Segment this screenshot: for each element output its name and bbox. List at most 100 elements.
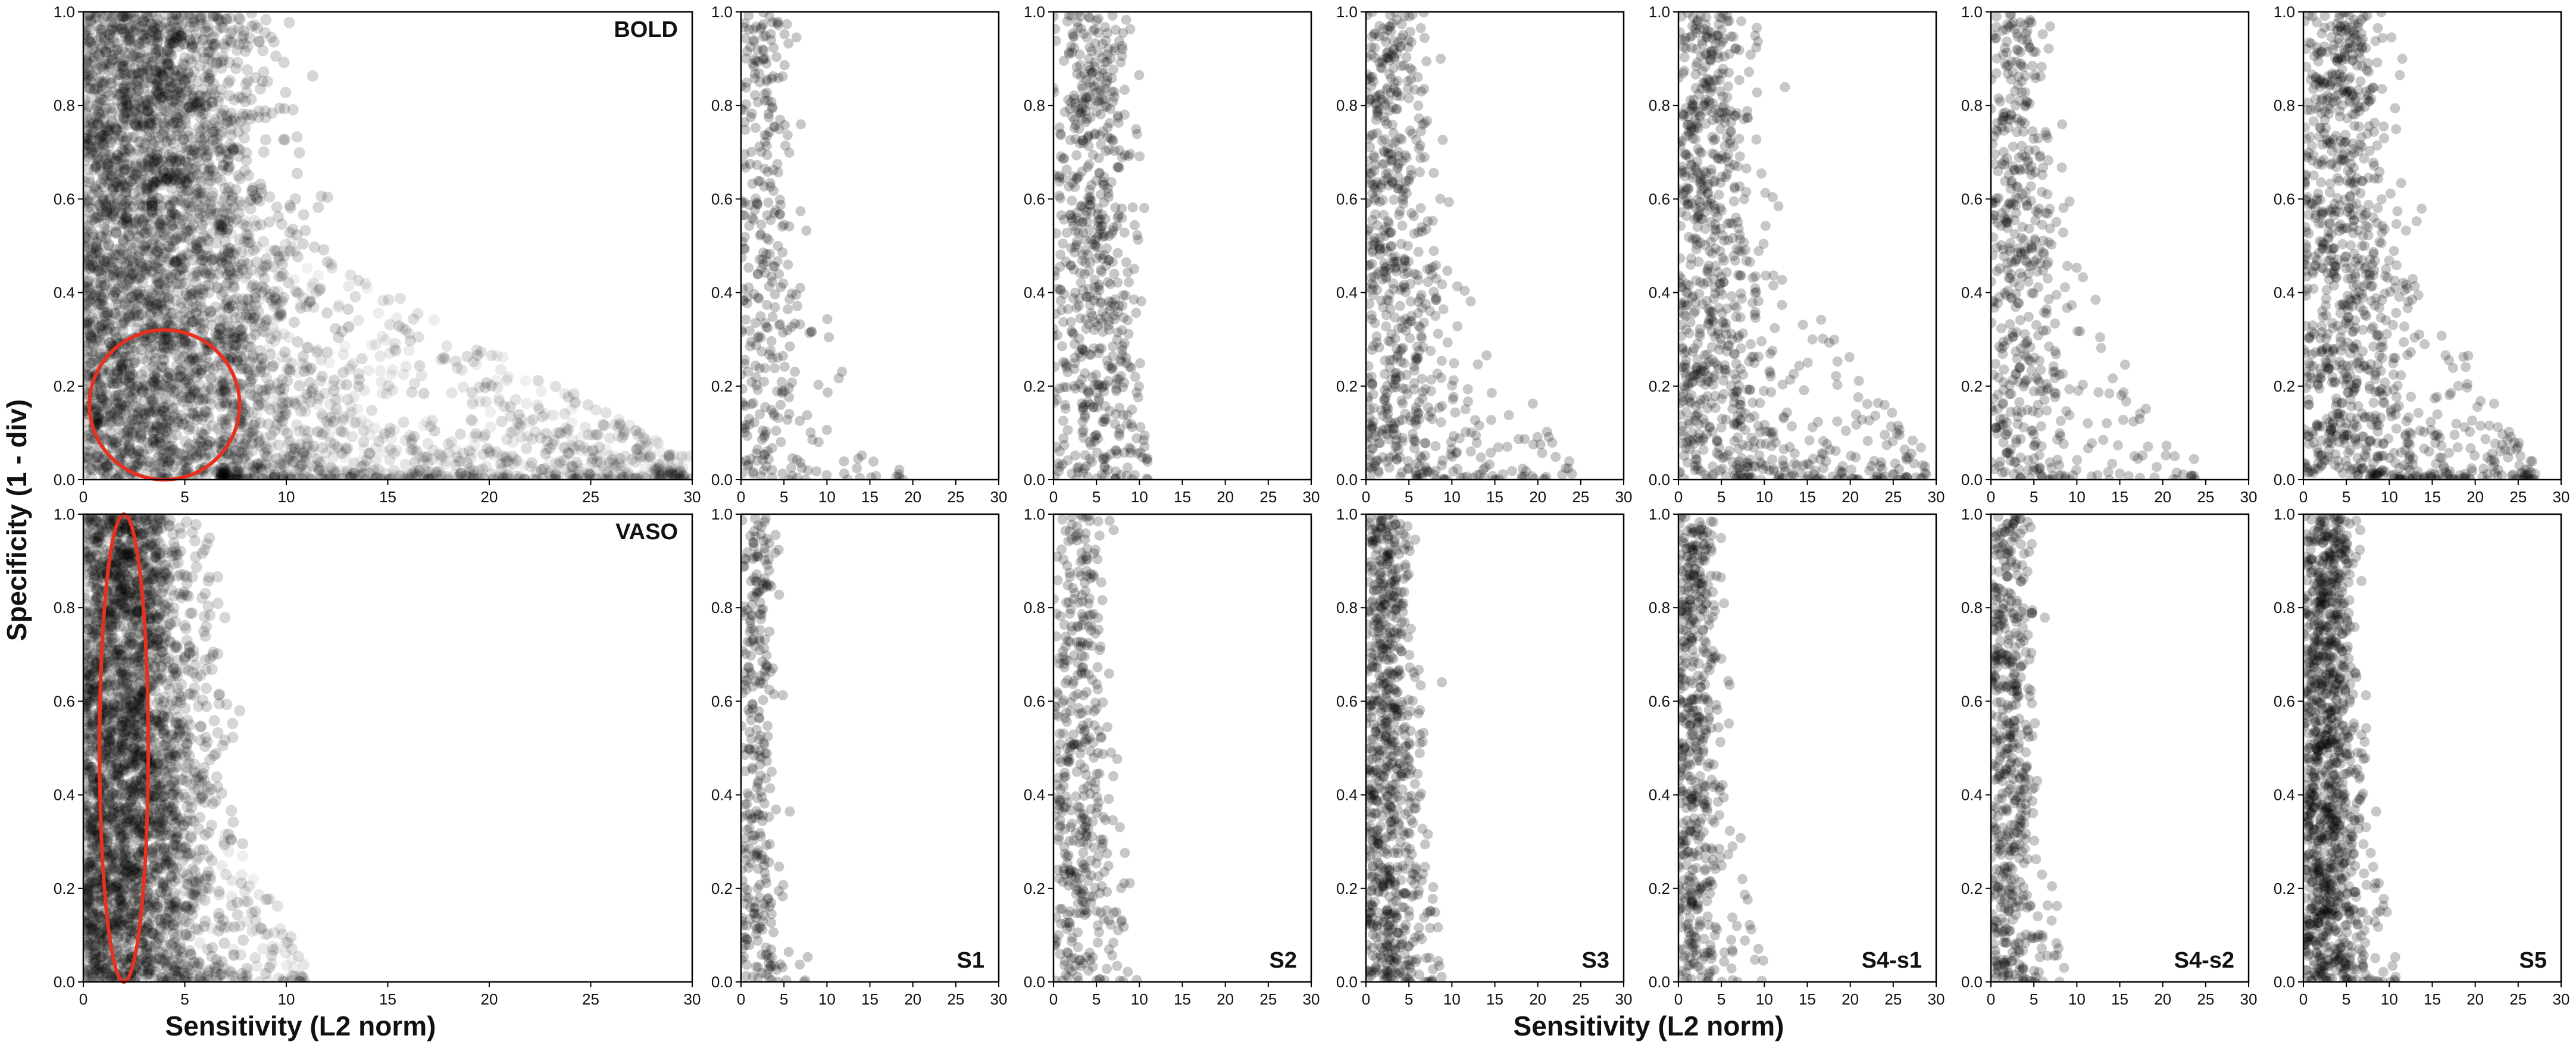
data-point xyxy=(218,467,230,479)
data-point xyxy=(741,209,748,220)
data-point xyxy=(201,268,212,280)
data-point xyxy=(312,201,324,213)
data-point xyxy=(226,114,237,126)
data-point xyxy=(422,458,434,470)
data-point xyxy=(198,393,209,405)
data-point xyxy=(240,155,252,166)
data-point xyxy=(756,219,767,230)
data-point xyxy=(230,445,241,456)
data-point xyxy=(323,356,335,368)
data-point xyxy=(301,342,313,353)
data-point xyxy=(352,403,364,415)
data-point xyxy=(189,91,201,103)
data-point xyxy=(92,62,104,74)
data-point xyxy=(119,257,131,269)
data-point xyxy=(115,359,127,371)
data-point xyxy=(605,471,617,480)
data-point xyxy=(200,361,212,373)
data-point xyxy=(416,474,428,480)
data-point xyxy=(554,455,566,467)
data-point xyxy=(496,457,508,469)
x-tick-label: 15 xyxy=(861,488,879,506)
data-point xyxy=(89,217,101,229)
data-point xyxy=(83,306,91,318)
data-point xyxy=(117,55,129,67)
data-point xyxy=(87,315,99,327)
data-point xyxy=(776,399,786,410)
data-point xyxy=(1053,361,1060,372)
data-point xyxy=(242,268,254,280)
data-point xyxy=(199,71,211,83)
data-point xyxy=(242,367,254,378)
data-point xyxy=(186,349,198,361)
data-point xyxy=(218,473,230,480)
data-point xyxy=(293,147,305,159)
data-point xyxy=(83,146,89,158)
data-point xyxy=(435,353,447,365)
data-point xyxy=(195,295,207,307)
data-point xyxy=(240,467,252,478)
data-point xyxy=(186,354,198,366)
data-point xyxy=(792,472,803,480)
data-point xyxy=(182,320,194,332)
data-point xyxy=(180,386,192,398)
y-tick-label: 1.0 xyxy=(54,3,75,21)
data-point xyxy=(233,151,245,162)
data-point xyxy=(169,14,181,26)
data-point xyxy=(743,262,754,273)
data-point xyxy=(330,403,342,415)
data-point xyxy=(894,464,905,475)
data-point xyxy=(137,421,149,433)
data-point xyxy=(176,18,188,30)
data-point xyxy=(515,431,527,443)
data-point xyxy=(227,461,239,473)
data-point xyxy=(276,295,288,307)
data-point xyxy=(124,419,136,431)
data-point xyxy=(219,300,231,312)
data-point xyxy=(164,155,176,167)
data-point xyxy=(278,328,290,340)
data-point xyxy=(521,398,533,409)
data-point xyxy=(455,468,467,480)
data-point xyxy=(281,353,293,365)
data-point xyxy=(109,286,121,298)
data-point xyxy=(532,399,543,411)
data-point xyxy=(220,386,232,398)
data-point xyxy=(134,207,146,218)
data-point xyxy=(207,165,219,177)
data-point xyxy=(263,383,275,395)
data-point xyxy=(107,467,118,478)
data-point xyxy=(760,30,771,41)
data-point xyxy=(562,424,574,436)
data-point xyxy=(480,396,492,408)
data-point xyxy=(179,59,190,71)
data-point xyxy=(291,419,303,431)
data-point xyxy=(141,355,153,367)
data-point xyxy=(97,192,109,204)
data-point xyxy=(451,451,463,463)
data-point xyxy=(767,473,777,480)
data-point xyxy=(313,463,325,475)
data-point xyxy=(234,461,246,473)
data-point xyxy=(1139,203,1150,213)
data-point xyxy=(186,295,198,307)
data-point xyxy=(340,379,352,391)
data-point xyxy=(202,40,214,52)
data-point xyxy=(102,326,114,337)
data-point xyxy=(1141,473,1152,480)
data-point xyxy=(177,351,189,363)
data-point xyxy=(136,460,148,472)
data-point xyxy=(218,386,230,398)
data-point xyxy=(255,183,267,195)
data-point xyxy=(217,417,229,428)
data-point xyxy=(668,470,680,480)
data-point xyxy=(175,111,187,123)
data-point xyxy=(171,377,183,389)
data-point xyxy=(190,439,202,450)
data-point xyxy=(178,210,189,222)
data-point xyxy=(222,77,234,89)
data-point xyxy=(326,262,338,274)
y-tick-label: 0.8 xyxy=(54,96,75,114)
y-tick-label: 0.6 xyxy=(711,190,733,208)
data-point xyxy=(142,52,154,64)
